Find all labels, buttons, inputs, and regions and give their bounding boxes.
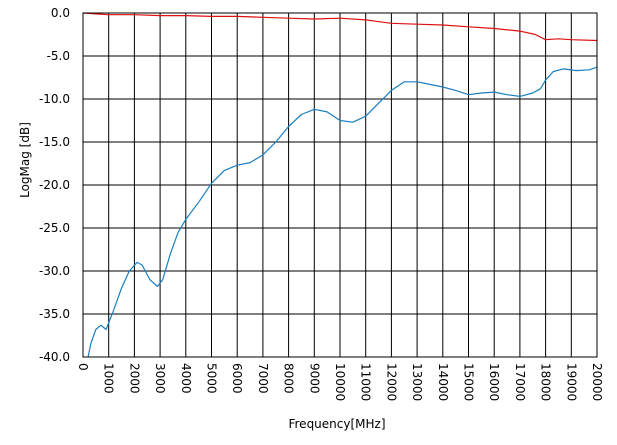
x-tick-label: 6000 xyxy=(230,363,244,394)
y-tick-label: -15.0 xyxy=(39,135,70,149)
x-tick-label: 10000 xyxy=(333,363,347,401)
x-tick-label: 20000 xyxy=(590,363,604,401)
y-tick-label: -5.0 xyxy=(47,49,70,63)
x-tick-label: 19000 xyxy=(564,363,578,401)
y-tick-label: -20.0 xyxy=(39,178,70,192)
x-tick-label: 16000 xyxy=(487,363,501,401)
y-axis-title: LogMag [dB] xyxy=(18,122,32,198)
x-tick-label: 7000 xyxy=(256,363,270,394)
x-tick-label: 3000 xyxy=(153,363,167,394)
x-tick-label: 13000 xyxy=(410,363,424,401)
x-axis-title: Frequency[MHz] xyxy=(288,417,385,431)
x-tick-label: 12000 xyxy=(384,363,398,401)
x-tick-label: 2000 xyxy=(127,363,141,394)
y-tick-label: -10.0 xyxy=(39,92,70,106)
x-tick-label: 18000 xyxy=(539,363,553,401)
x-tick-label: 9000 xyxy=(307,363,321,394)
series-line-2 xyxy=(87,66,598,358)
x-tick-label: 11000 xyxy=(359,363,373,401)
x-tick-label: 14000 xyxy=(436,363,450,401)
x-tick-label: 4000 xyxy=(179,363,193,394)
x-tick-labels: 0 1000 2000 3000 4000 5000 6000 7000 8000 9000 100… xyxy=(76,363,604,401)
x-tick-label: 0 xyxy=(76,363,90,371)
series-layer xyxy=(82,12,598,358)
x-tick-label: 8000 xyxy=(282,363,296,394)
x-tick-label: 1000 xyxy=(102,363,116,394)
x-tick-label: 5000 xyxy=(205,363,219,394)
series-line-1 xyxy=(82,12,598,42)
y-tick-label: 0.0 xyxy=(51,6,70,20)
y-tick-label: -35.0 xyxy=(39,307,70,321)
y-tick-label: -25.0 xyxy=(39,221,70,235)
y-tick-label: -40.0 xyxy=(39,350,70,364)
x-tick-label: 17000 xyxy=(513,363,527,401)
x-tick-label: 15000 xyxy=(462,363,476,401)
y-tick-labels: 0.0 -5.0 -10.0 -15.0 -20.0 -25.0 -30.0 -35.0 -40… xyxy=(39,6,70,364)
plot-frame xyxy=(82,12,598,358)
grid-layer xyxy=(82,12,598,358)
y-tick-label: -30.0 xyxy=(39,264,70,278)
